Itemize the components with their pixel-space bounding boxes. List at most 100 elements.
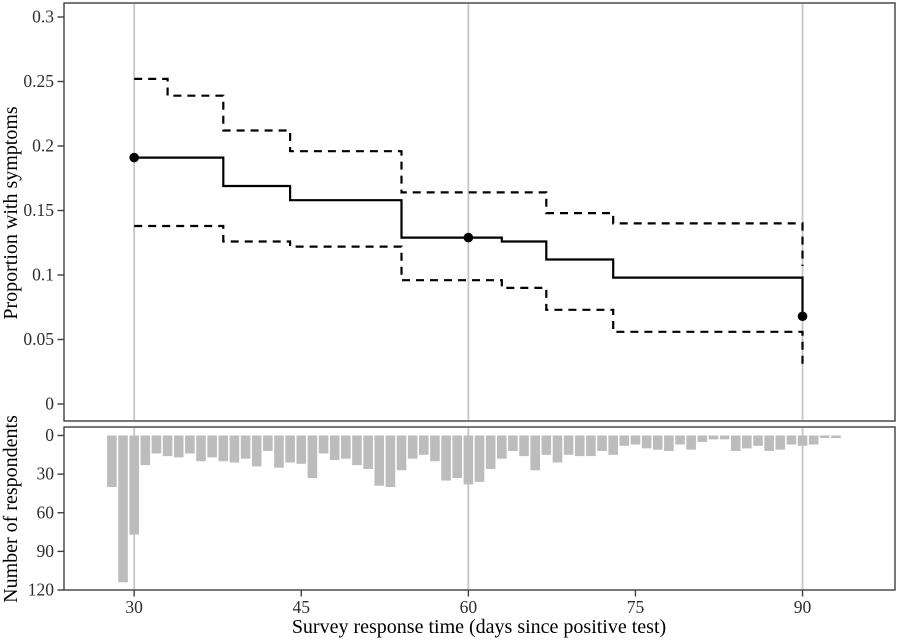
histogram-bar (619, 435, 630, 446)
histogram-bar (274, 435, 284, 468)
histogram-bar (318, 435, 329, 454)
histogram-bar (485, 435, 496, 469)
histogram-bar (296, 435, 307, 464)
histogram-bar (820, 435, 830, 439)
histogram-bar (474, 435, 485, 482)
panel-borders-layer (63, 2, 896, 591)
histogram-bar (307, 435, 318, 478)
y-tick-label: 0.1 (32, 265, 54, 285)
step-curves-layer (129, 77, 808, 364)
histogram-bar (753, 435, 763, 446)
histogram-bar (240, 435, 251, 459)
histogram-bar (107, 435, 117, 487)
y-tick-label: 0 (45, 425, 54, 445)
histogram-bars-layer (107, 435, 841, 583)
histogram-bar (229, 435, 240, 463)
histogram-bar (352, 435, 362, 466)
estimate-line (134, 156, 804, 317)
histogram-bar (831, 435, 841, 439)
histogram-bar (329, 435, 340, 460)
histogram-bar (263, 435, 273, 451)
histogram-bar (419, 435, 429, 455)
histogram-bar (563, 435, 574, 455)
histogram-bar (541, 435, 552, 455)
histogram-bar (708, 435, 719, 440)
histogram-bar (519, 435, 529, 457)
x-axis-title: Survey response time (days since positiv… (292, 616, 666, 638)
histogram-bar (140, 435, 151, 466)
y-tick-label: 0.15 (23, 200, 54, 220)
y-axis-title-top: Proportion with symptoms (0, 106, 22, 320)
histogram-bar (341, 435, 351, 459)
histogram-bar (151, 435, 162, 454)
histogram-bar (396, 435, 407, 471)
histogram-bar (285, 435, 295, 463)
histogram-bar (608, 435, 618, 455)
histogram-bar (207, 435, 217, 458)
histogram-bar (185, 435, 195, 454)
y-tick-label: 90 (37, 541, 55, 561)
histogram-bar (597, 435, 607, 451)
y-tick-label: 30 (37, 464, 55, 484)
histogram-bar (652, 435, 663, 450)
histogram-bar (118, 435, 128, 583)
histogram-bar (675, 435, 685, 445)
gridlines-layer (133, 4, 804, 589)
x-tick-label: 75 (627, 597, 645, 617)
histogram-bar (129, 435, 139, 535)
y-axis-title-bottom: Number of respondents (0, 415, 22, 603)
histogram-bar (586, 435, 596, 457)
x-tick-label: 30 (125, 597, 143, 617)
histogram-bar (664, 435, 674, 451)
y-tick-label: 0.25 (23, 71, 54, 91)
histogram-bar (719, 435, 730, 440)
histogram-bar (496, 435, 507, 459)
histogram-bar (385, 435, 396, 487)
estimate-point-marker (463, 232, 474, 243)
y-tick-label: 0.2 (32, 136, 54, 156)
y-tick-label: 60 (37, 502, 55, 522)
histogram-bar (530, 435, 540, 471)
histogram-bar (374, 435, 385, 486)
ci-upper-line (134, 77, 804, 266)
x-tick-label: 45 (293, 597, 311, 617)
histogram-bar (775, 435, 786, 450)
y-tick-label: 120 (28, 580, 55, 600)
estimate-point-marker (797, 311, 808, 322)
histogram-bar (251, 435, 262, 467)
x-tick-label: 90 (794, 597, 812, 617)
histogram-bar (797, 435, 808, 446)
histogram-bar (162, 435, 173, 457)
histogram-bar (730, 435, 741, 451)
histogram-bar (363, 435, 373, 469)
histogram-bar (463, 435, 474, 485)
histogram-bar (786, 435, 797, 445)
y-tick-label: 0.3 (32, 7, 54, 27)
histogram-bar (808, 435, 819, 445)
bottom-panel-border (63, 426, 896, 591)
histogram-bar (641, 435, 652, 449)
histogram-bar (686, 435, 696, 450)
y-tick-label: 0 (45, 394, 54, 414)
histogram-bar (173, 435, 184, 458)
histogram-bar (742, 435, 752, 449)
histogram-bar (452, 435, 463, 478)
top-panel-border (63, 2, 896, 422)
histogram-bar (508, 435, 518, 451)
histogram-bar (630, 435, 641, 445)
histogram-bar (574, 435, 585, 457)
histogram-bar (441, 435, 451, 481)
histogram-bar (764, 435, 774, 451)
axes-ticks-layer: 0 0.05 0.1 0.15 0.2 0.25 0.3 0 30 60 90 120 30 45 60 75… (23, 7, 811, 618)
histogram-bar (552, 435, 563, 463)
histogram-bar (196, 435, 206, 462)
y-tick-label: 0.05 (23, 329, 54, 349)
ci-lower-line (134, 224, 804, 364)
histogram-bar (407, 435, 418, 459)
estimate-point-marker (129, 152, 139, 163)
x-tick-label: 60 (460, 597, 478, 617)
histogram-bar (697, 435, 708, 442)
histogram-bar (218, 435, 229, 462)
